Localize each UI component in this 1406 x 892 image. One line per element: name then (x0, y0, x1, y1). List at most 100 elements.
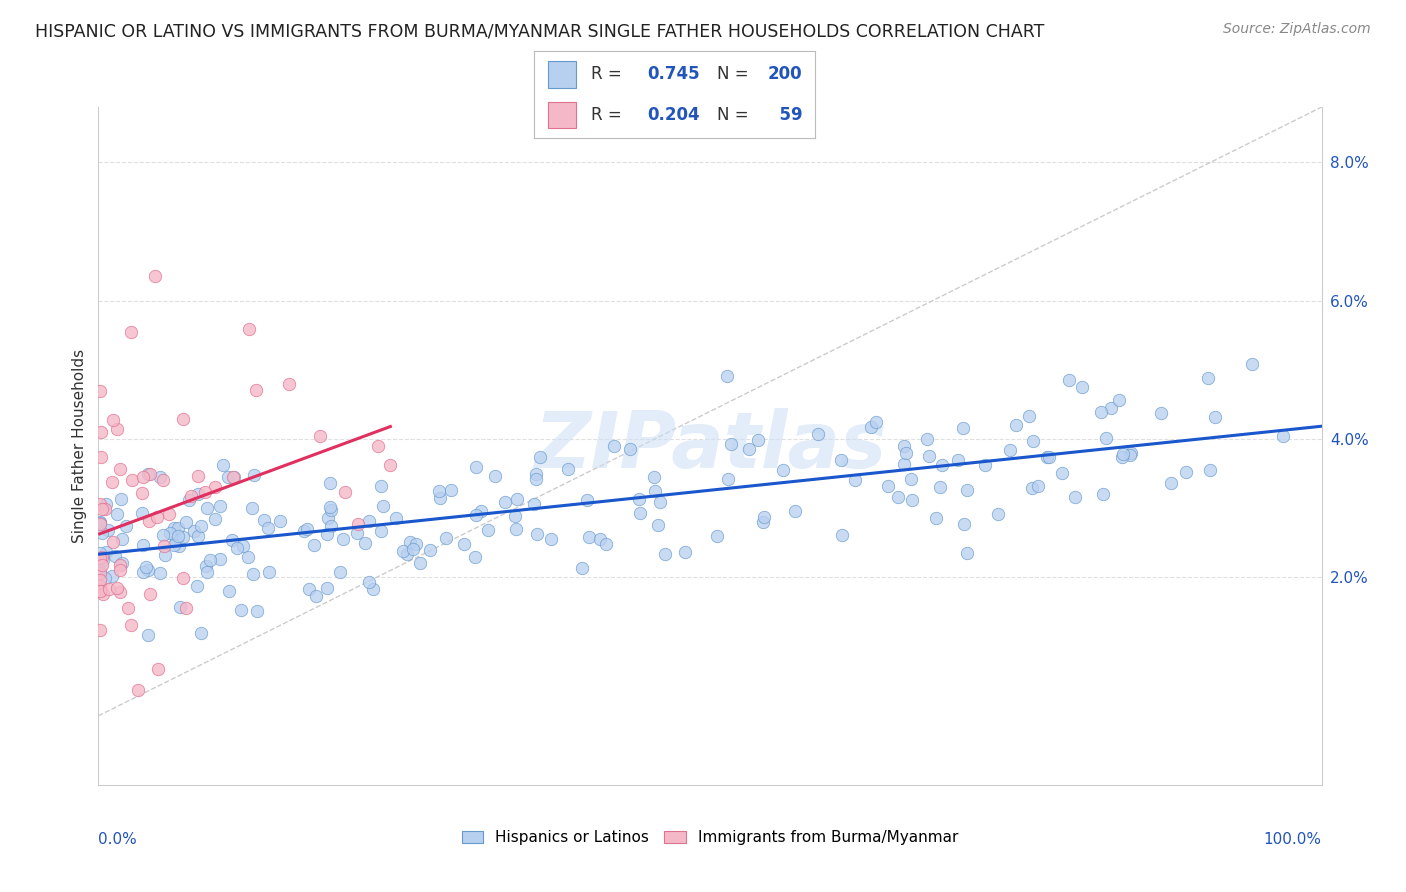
Point (152, 527, 174, 541)
Point (925, 511, 948, 525)
Point (96, 545, 118, 559)
Point (117, 600, 139, 615)
Point (427, 484, 450, 499)
Point (94, 502, 117, 516)
Point (111, 556, 134, 570)
Point (524, 467, 547, 482)
Point (90, 425, 112, 439)
Point (717, 472, 740, 486)
Point (654, 547, 676, 561)
Point (529, 450, 551, 464)
Point (169, 539, 191, 553)
Text: 100.0%: 100.0% (1264, 832, 1322, 847)
Point (159, 526, 181, 541)
Point (998, 442, 1021, 457)
Point (329, 566, 352, 580)
Point (172, 530, 194, 544)
Point (89, 516, 111, 530)
Point (91, 553, 114, 567)
Point (105, 582, 128, 596)
Point (100, 475, 122, 489)
Point (138, 515, 160, 529)
Point (105, 507, 128, 521)
Point (315, 526, 337, 541)
Point (132, 469, 155, 483)
Point (747, 433, 769, 447)
Text: R =: R = (591, 65, 627, 84)
Point (135, 560, 157, 574)
Point (589, 532, 612, 546)
Point (619, 442, 641, 457)
Point (90, 550, 112, 565)
Text: 59: 59 (768, 105, 803, 124)
Point (738, 442, 761, 456)
Point (319, 519, 342, 533)
Point (1204, 409, 1226, 424)
Point (754, 509, 776, 524)
Point (138, 628, 160, 642)
Point (166, 529, 188, 543)
Point (108, 584, 131, 599)
Point (157, 507, 180, 521)
Point (149, 566, 172, 580)
Point (595, 537, 617, 551)
Point (131, 538, 153, 552)
Point (190, 626, 212, 640)
Point (269, 514, 291, 528)
Point (332, 533, 354, 547)
Point (218, 583, 240, 598)
Point (232, 539, 254, 553)
Point (89, 623, 111, 637)
Point (928, 480, 950, 494)
Point (253, 513, 276, 527)
Point (246, 605, 269, 619)
Point (918, 449, 941, 463)
Point (153, 548, 176, 562)
Point (346, 526, 368, 541)
Y-axis label: Single Father Households: Single Father Households (72, 349, 87, 543)
Point (225, 541, 247, 556)
Point (627, 491, 650, 506)
Point (398, 535, 420, 549)
Point (152, 539, 174, 553)
Point (319, 500, 342, 515)
Point (453, 537, 475, 551)
Point (298, 582, 321, 596)
Point (506, 491, 529, 506)
Point (305, 589, 328, 603)
Point (1099, 401, 1122, 416)
Point (1036, 450, 1059, 465)
Point (370, 479, 392, 493)
Point (1175, 465, 1198, 479)
Text: N =: N = (717, 105, 754, 124)
Point (131, 486, 153, 500)
Point (169, 600, 191, 615)
Point (146, 510, 169, 524)
Point (166, 521, 188, 535)
Point (195, 558, 218, 573)
Point (1038, 450, 1060, 465)
Point (391, 544, 413, 558)
Point (807, 427, 830, 442)
Point (523, 497, 546, 511)
Point (464, 508, 486, 522)
Point (127, 683, 149, 698)
Point (540, 532, 562, 546)
Text: ZIPatlas: ZIPatlas (534, 408, 886, 484)
Point (91, 526, 114, 541)
Point (221, 533, 243, 548)
Point (505, 522, 527, 536)
Point (89, 566, 111, 580)
Point (89, 573, 111, 587)
Point (628, 506, 651, 520)
Point (89, 550, 111, 565)
Point (987, 507, 1010, 521)
Point (1091, 487, 1114, 501)
Point (89, 384, 111, 399)
Point (575, 493, 598, 508)
Point (222, 469, 245, 483)
Point (1160, 476, 1182, 491)
Point (295, 522, 318, 536)
Text: Source: ZipAtlas.com: Source: ZipAtlas.com (1223, 22, 1371, 37)
Point (162, 521, 184, 535)
